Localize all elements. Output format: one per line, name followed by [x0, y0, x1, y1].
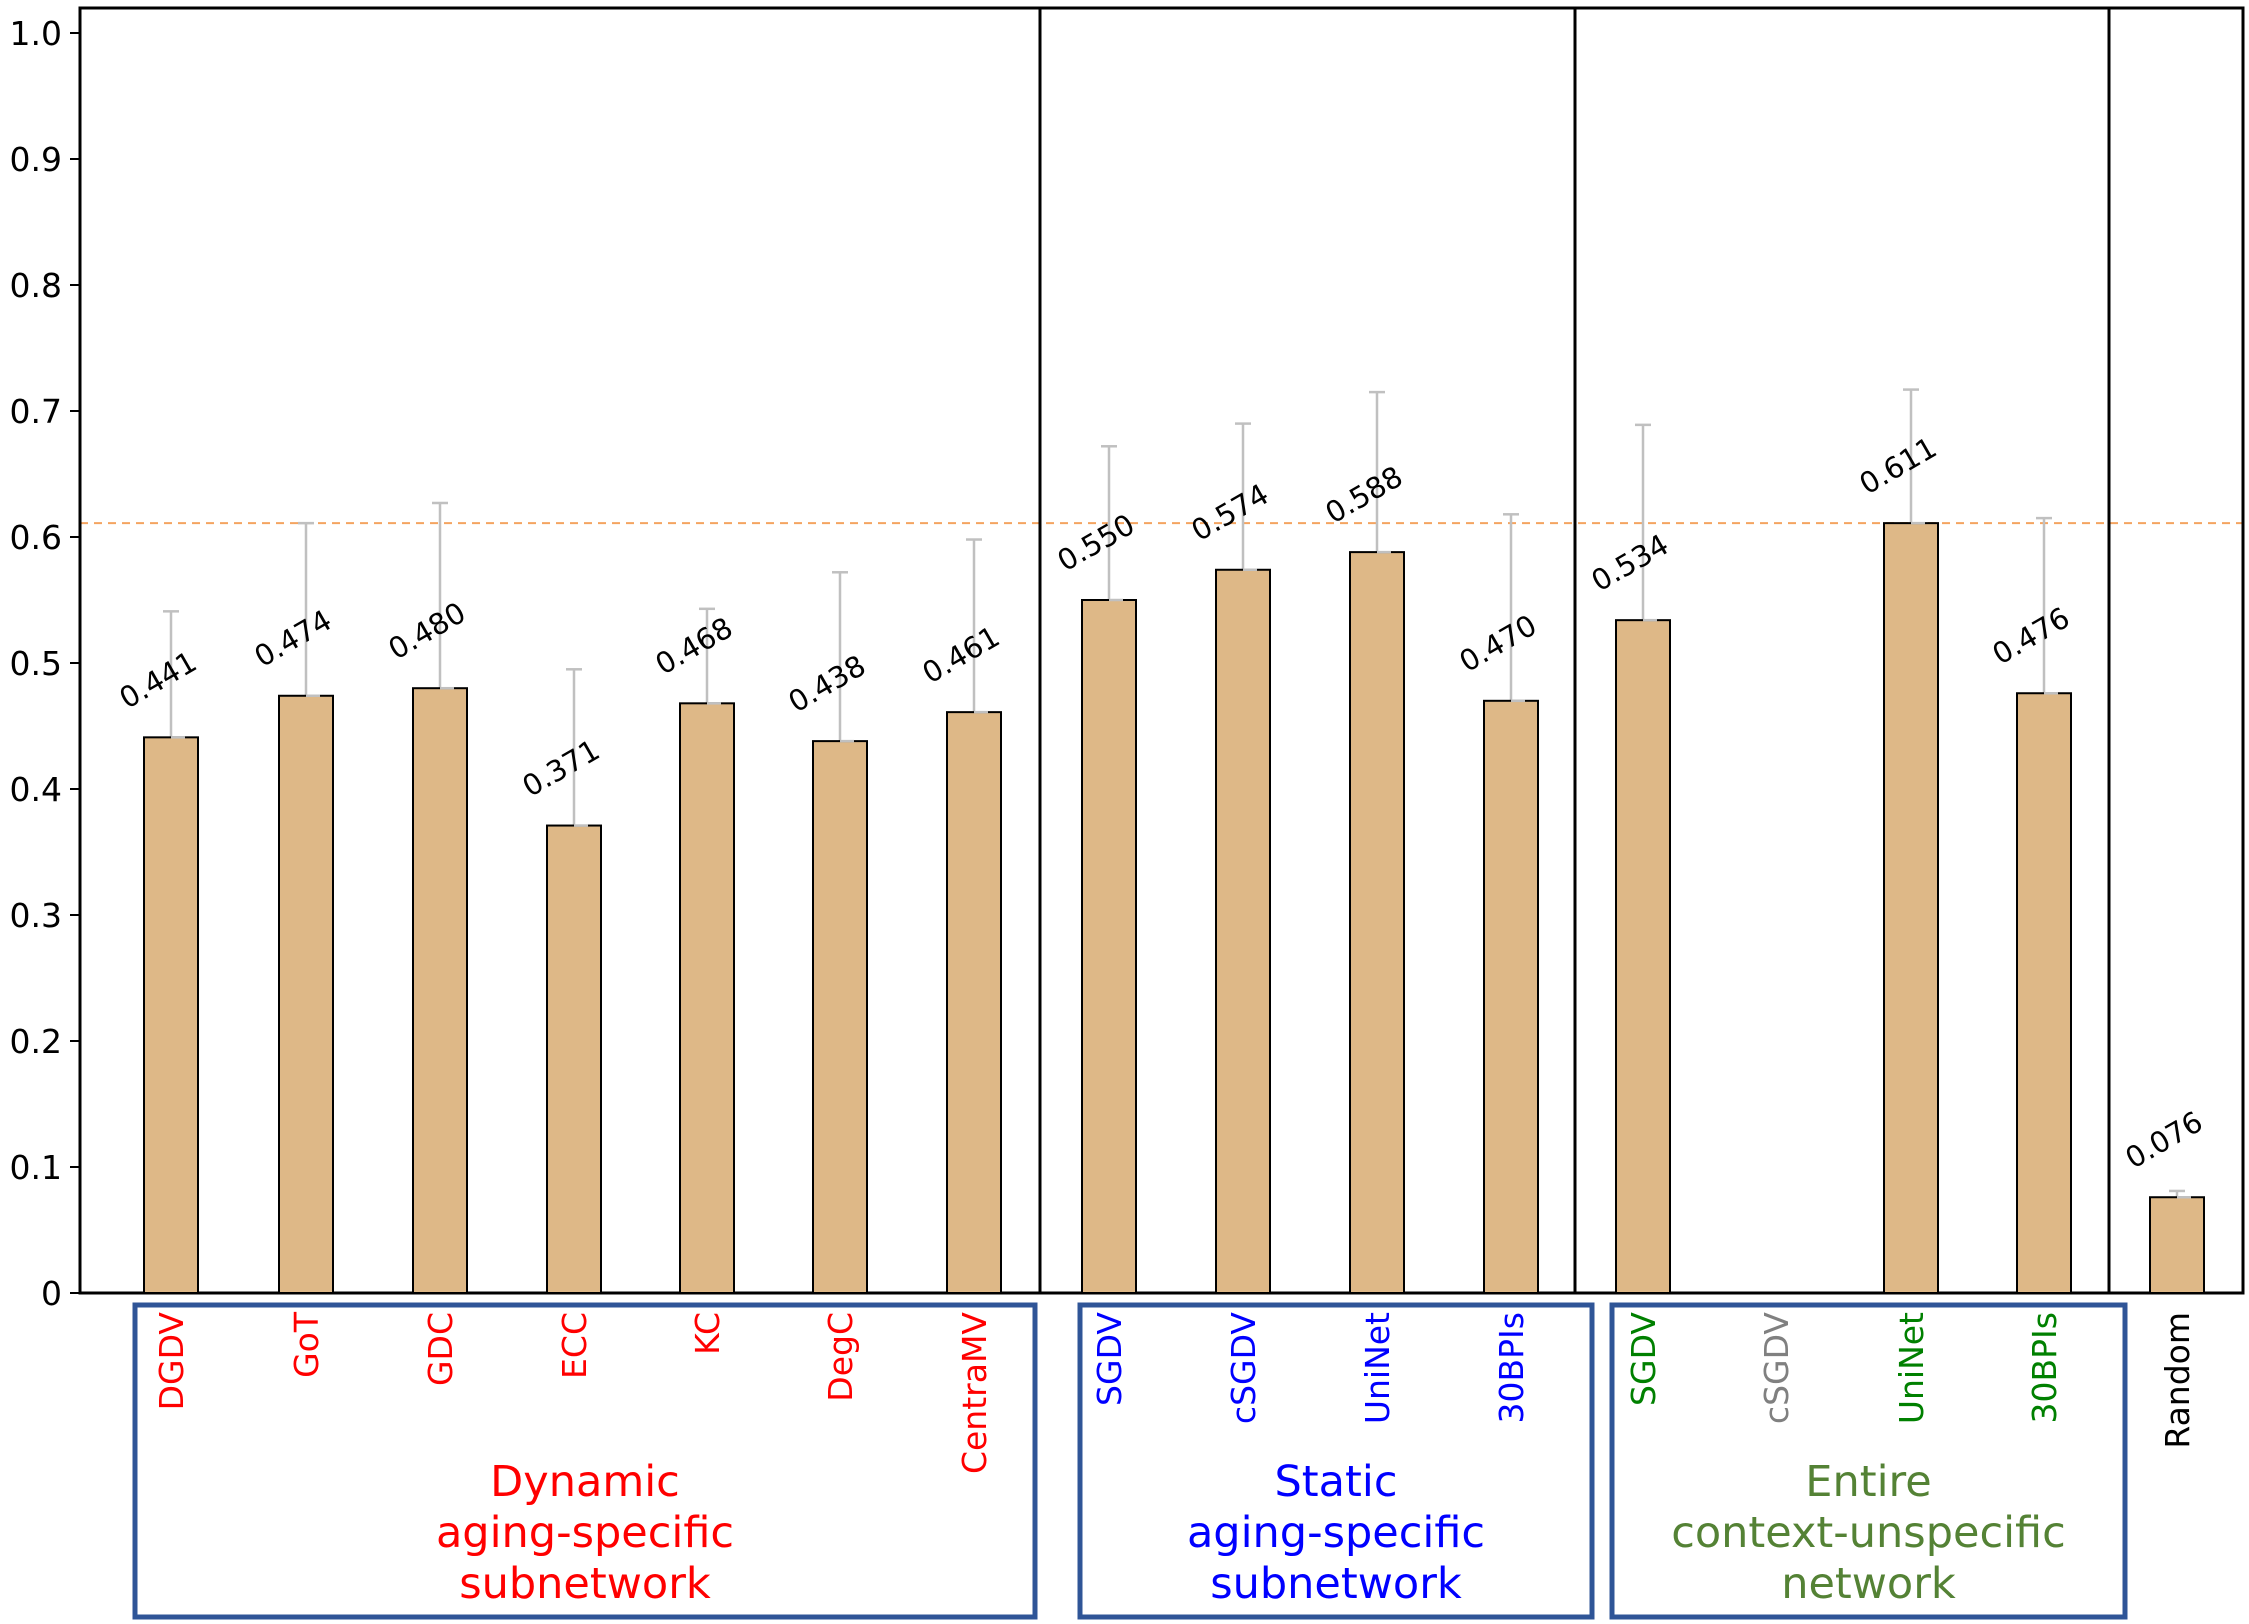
bar-value-label: 0.441: [114, 644, 203, 715]
bar-value-label: 0.438: [783, 648, 872, 719]
group-title-line: aging-specific: [436, 1508, 734, 1558]
bar-value-label: 0.076: [2120, 1104, 2209, 1175]
bars: [143, 388, 2205, 1294]
y-tick-label: 0.9: [10, 140, 62, 179]
bar: [546, 824, 602, 1294]
y-tick-label: 0.3: [10, 896, 62, 935]
bar: [143, 736, 199, 1294]
y-tick-label: 0.8: [10, 266, 62, 305]
x-tick-label: 30BPIs: [1492, 1312, 1531, 1423]
bar: [1349, 551, 1405, 1294]
group-title-line: subnetwork: [1210, 1559, 1462, 1609]
x-tick-label: SGDV: [1624, 1312, 1663, 1406]
x-tick-label: Random: [2158, 1312, 2197, 1449]
y-tick-label: 1.0: [10, 14, 62, 53]
group-title-line: Dynamic: [490, 1457, 680, 1507]
plot-frame: [78, 6, 2245, 1295]
bar: [946, 711, 1002, 1294]
y-tick-label: 0.7: [10, 392, 62, 431]
x-tick-label: DegC: [821, 1312, 860, 1402]
y-tick-label: 0.1: [10, 1148, 62, 1187]
bar-value-label: 0.611: [1854, 430, 1943, 501]
x-tick-label: cSGDV: [1224, 1312, 1263, 1424]
bar: [2016, 692, 2072, 1294]
bar-value-label: 0.550: [1052, 507, 1141, 578]
bar: [2149, 1196, 2205, 1294]
x-tick-label: UniNet: [1892, 1312, 1931, 1424]
bar: [1215, 568, 1271, 1294]
bar-value-label: 0.534: [1586, 527, 1675, 598]
bar: [812, 740, 868, 1294]
bar-value-label: 0.371: [517, 733, 606, 804]
group-title-line: Entire: [1805, 1457, 1931, 1507]
x-tick-label: CentraMV: [955, 1312, 994, 1474]
y-tick-label: 0.5: [10, 644, 62, 683]
x-tick-label: GDC: [421, 1312, 460, 1386]
group-box: [1609, 1302, 2128, 1620]
group-title-line: subnetwork: [459, 1559, 711, 1609]
y-tick-label: 0.4: [10, 770, 62, 809]
bar: [1883, 522, 1939, 1294]
x-tick-label: GoT: [287, 1311, 326, 1378]
group-box: [132, 1302, 1038, 1620]
bar: [412, 687, 468, 1294]
x-tick-label: cSGDV: [1757, 1312, 1796, 1424]
bar: [1081, 599, 1137, 1294]
bar-value-label: 0.476: [1987, 600, 2076, 671]
bar-value-label: 0.461: [917, 619, 1006, 690]
bar: [1483, 699, 1539, 1294]
group-title-line: context-unspecific: [1671, 1508, 2066, 1558]
bar-value-label: 0.468: [650, 610, 739, 681]
y-tick-label: 0: [41, 1274, 62, 1313]
group-title-line: Static: [1275, 1457, 1398, 1507]
group-legend: Dynamicaging-specificsubnetworkStaticagi…: [132, 1302, 2128, 1620]
group-title-line: network: [1781, 1559, 1956, 1609]
y-tick-label: 0.2: [10, 1022, 62, 1061]
bar: [278, 694, 334, 1294]
group-title-line: aging-specific: [1187, 1508, 1485, 1558]
x-tick-label: KC: [688, 1312, 727, 1355]
y-tick-label: 0.6: [10, 518, 62, 557]
group-box: [1077, 1302, 1595, 1620]
x-tick-label: DGDV: [152, 1312, 191, 1411]
x-tick-label: ECC: [555, 1312, 594, 1379]
bar-value-label: 0.574: [1186, 477, 1275, 548]
bar: [1615, 619, 1671, 1294]
bar-value-label: 0.474: [249, 603, 338, 674]
x-tick-label: SGDV: [1090, 1312, 1129, 1406]
bar-value-label: 0.588: [1320, 459, 1409, 530]
axes: 0 0.1 0.2 0.3 0.4 0.5 0.6 0.7 0.8 0.9 1.0: [10, 6, 2245, 1313]
x-tick-label: UniNet: [1358, 1312, 1397, 1424]
bar-value-label: 0.470: [1454, 608, 1543, 679]
bar: [679, 702, 735, 1294]
x-tick-label: 30BPIs: [2025, 1312, 2064, 1423]
bar-value-label: 0.480: [383, 595, 472, 666]
